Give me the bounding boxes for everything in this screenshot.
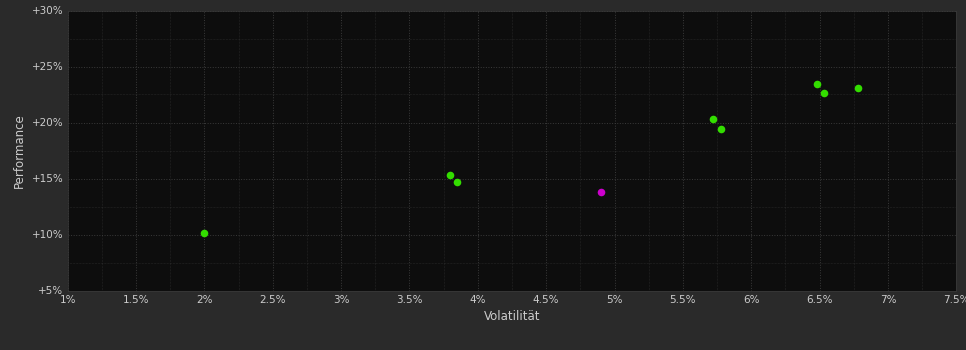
- Point: [705, 116, 721, 122]
- Point: [816, 91, 832, 96]
- Point: [593, 189, 609, 195]
- Point: [850, 85, 866, 91]
- Point: [197, 231, 213, 236]
- Point: [449, 179, 465, 185]
- Point: [442, 172, 458, 178]
- X-axis label: Volatilität: Volatilität: [484, 310, 540, 323]
- Y-axis label: Performance: Performance: [14, 113, 26, 188]
- Point: [810, 82, 825, 87]
- Point: [714, 126, 729, 132]
